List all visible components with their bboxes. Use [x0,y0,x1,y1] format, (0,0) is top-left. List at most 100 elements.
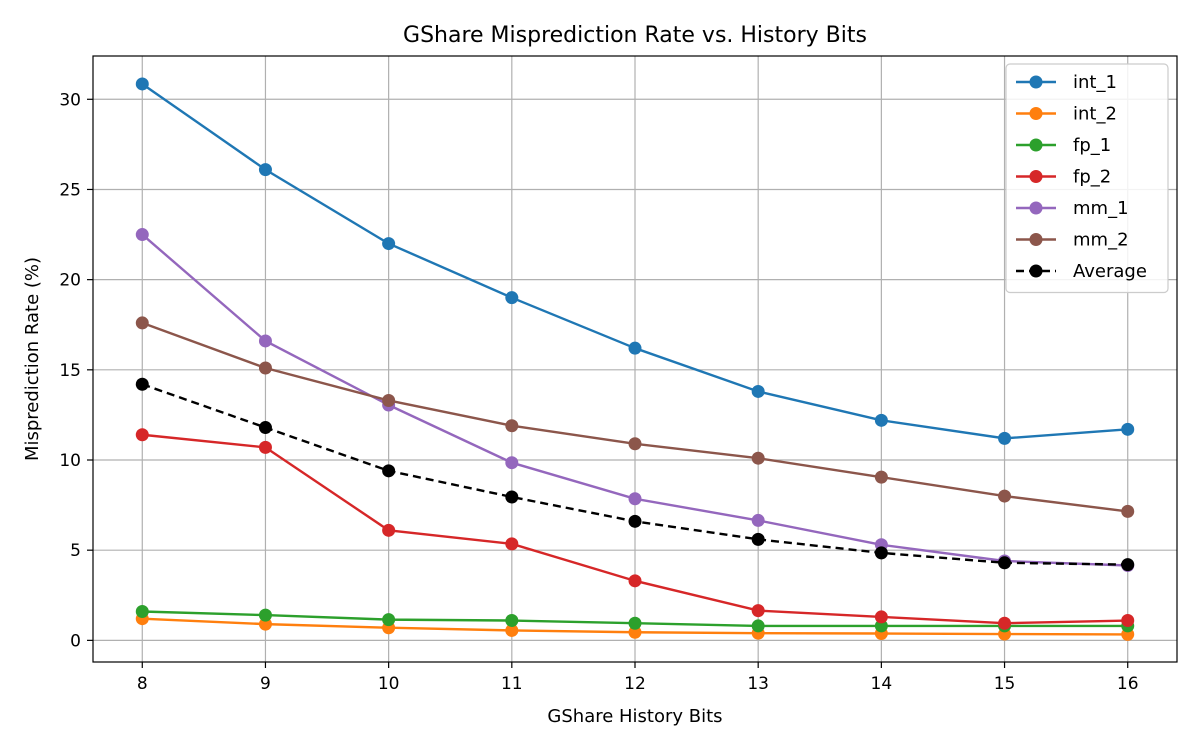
x-tick-label: 9 [260,674,271,694]
legend-label: fp_1 [1073,135,1111,156]
x-axis-label: GShare History Bits [547,706,722,727]
data-point [505,623,519,637]
data-point [258,617,272,631]
legend-marker [1029,170,1043,183]
data-point [505,291,519,305]
legend-label: fp_2 [1073,167,1111,188]
data-point [258,334,272,348]
data-point [874,619,888,633]
x-tick-label: 13 [747,674,769,694]
legend-item: fp_2 [1016,167,1111,188]
data-point [1121,422,1135,436]
data-point [628,437,642,451]
data-point [135,605,149,618]
data-point [382,464,396,478]
data-point [258,440,272,454]
data-point [998,616,1012,630]
legend-item: int_1 [1016,72,1117,93]
data-point [505,537,519,551]
series-fp-2 [135,428,1135,630]
data-point [998,431,1012,445]
data-point [998,556,1012,570]
legend-item: fp_1 [1016,135,1111,156]
y-tick-label: 10 [59,451,81,471]
data-point [258,608,272,622]
y-tick-label: 0 [70,631,81,651]
data-point [751,384,765,398]
legend-label: int_1 [1073,72,1117,93]
tick-layer: 8 9 10 11 12 13 14 15 16 0 5 10 15 20 25 30 [59,90,1138,694]
legend-label: mm_2 [1073,230,1129,251]
data-point [382,613,396,627]
x-tick-label: 15 [994,674,1016,694]
legend-item: mm_2 [1016,230,1129,251]
data-point [258,421,272,435]
data-point [751,532,765,546]
data-point [505,419,519,433]
data-point [135,228,149,242]
grid-layer [93,56,1177,662]
data-point [135,377,149,391]
data-point [1121,504,1135,518]
legend-label: Average [1073,261,1147,282]
y-axis-label: Misprediction Rate (%) [22,257,43,461]
legend-marker [1029,138,1043,152]
data-point [628,616,642,630]
legend-item: Average [1016,261,1147,282]
legend: int_1 int_2 fp_1 fp_2 mm_1 mm_2 Average [1005,63,1169,294]
data-point [382,237,396,251]
data-point [505,614,519,628]
x-tick-label: 14 [871,674,893,694]
y-tick-label: 25 [59,180,81,200]
series-mm-2 [135,316,1135,518]
data-point [874,546,888,560]
x-tick-label: 16 [1117,674,1139,694]
data-point [135,316,149,330]
legend-label: int_2 [1073,104,1117,125]
data-point [628,625,642,639]
data-point [135,428,149,442]
y-tick-label: 5 [70,541,81,561]
data-point [1121,558,1135,572]
data-point [382,393,396,407]
legend-marker [1029,264,1043,278]
series-average [135,377,1135,572]
x-tick-label: 8 [137,674,148,694]
data-point [874,470,888,484]
data-point [751,619,765,633]
data-point [998,489,1012,503]
data-point [505,490,519,504]
data-point [258,163,272,177]
data-point [258,361,272,375]
chart-title: GShare Misprediction Rate vs. History Bi… [403,23,867,48]
legend-label: mm_1 [1073,198,1129,219]
x-tick-label: 12 [624,674,646,694]
data-point [874,610,888,624]
data-point [628,492,642,506]
x-tick-label: 10 [378,674,400,694]
legend-box [1005,63,1169,294]
legend-item: mm_1 [1016,198,1129,219]
y-tick-label: 15 [59,361,81,381]
data-point [751,451,765,465]
y-tick-label: 20 [59,271,81,291]
data-point [135,77,149,91]
legend-marker [1029,233,1043,246]
data-point [751,604,765,618]
series-layer [135,77,1135,641]
x-tick-label: 11 [501,674,523,694]
data-point [628,574,642,588]
legend-marker [1029,75,1043,89]
data-point [505,456,519,470]
data-point [628,514,642,528]
y-tick-label: 30 [59,90,81,110]
legend-item: int_2 [1016,104,1117,125]
legend-marker [1029,107,1043,120]
data-point [382,523,396,537]
data-point [874,413,888,427]
data-point [628,341,642,355]
data-point [751,513,765,527]
data-point [1121,614,1135,628]
series-int-1 [135,77,1135,445]
